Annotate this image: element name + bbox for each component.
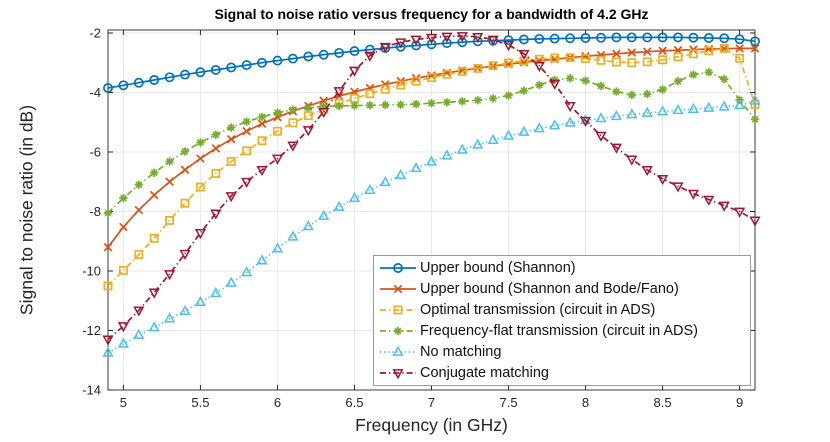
svg-text:-4: -4	[89, 85, 101, 100]
legend-square-icon	[380, 305, 416, 315]
svg-text:7.5: 7.5	[499, 395, 517, 410]
legend-label: Optimal transmission (circuit in ADS)	[420, 302, 656, 319]
series-frequency-flat-transmission-circuit-in-ads	[103, 68, 760, 218]
legend: Upper bound (Shannon) Upper bound (Shanno…	[373, 255, 751, 386]
svg-text:6: 6	[274, 395, 281, 410]
y-axis-label: Signal to noise ratio (in dB)	[16, 104, 37, 316]
svg-text:-6: -6	[89, 144, 101, 159]
legend-label: No matching	[420, 343, 502, 360]
svg-text:8.5: 8.5	[654, 395, 672, 410]
legend-item-upper-bound-shannon-and-bode-fano: Upper bound (Shannon and Bode/Fano)	[378, 279, 750, 299]
tick-marks	[108, 30, 755, 391]
chart-title: Signal to noise ratio versus frequency f…	[214, 6, 649, 22]
legend-triangle-down-icon	[380, 368, 416, 379]
series-upper-bound-shannon-and-bode-fano	[103, 44, 760, 252]
svg-text:7: 7	[428, 395, 435, 410]
legend-circle-icon	[380, 263, 416, 274]
svg-text:-10: -10	[82, 263, 101, 278]
svg-text:5: 5	[120, 395, 127, 410]
legend-label: Conjugate matching	[420, 364, 549, 381]
x-axis-label: Frequency (in GHz)	[355, 415, 508, 435]
svg-text:9: 9	[736, 395, 743, 410]
legend-asterisk-icon	[380, 326, 416, 336]
svg-text:-12: -12	[82, 323, 101, 338]
svg-text:5.5: 5.5	[191, 395, 209, 410]
legend-item-no-matching: No matching	[378, 342, 750, 362]
series-upper-bound-shannon	[103, 32, 760, 93]
y-tick-labels: -2 -4 -6 -8 -10 -12 -14	[82, 25, 101, 397]
series-no-matching	[102, 94, 761, 357]
legend-triangle-up-icon	[380, 345, 416, 356]
svg-text:-14: -14	[82, 383, 101, 398]
x-tick-labels: 5 5.5 6 6.5 7 7.5 8 8.5 9	[120, 395, 743, 410]
svg-text:-2: -2	[89, 25, 101, 40]
svg-text:8: 8	[582, 395, 589, 410]
legend-item-conjugate-matching: Conjugate matching	[378, 363, 750, 383]
legend-item-optimal-transmission-circuit-in-ads: Optimal transmission (circuit in ADS)	[378, 300, 750, 320]
legend-item-upper-bound-shannon: Upper bound (Shannon)	[378, 258, 750, 278]
series-conjugate-matching	[102, 32, 761, 346]
series-optimal-transmission-circuit-in-ads	[103, 43, 760, 291]
legend-item-frequency-flat-transmission-circuit-in-ads: Frequency-flat transmission (circuit in …	[378, 321, 750, 341]
legend-label: Upper bound (Shannon)	[420, 260, 576, 277]
legend-x-icon	[380, 284, 416, 294]
svg-text:6.5: 6.5	[345, 395, 363, 410]
legend-label: Frequency-flat transmission (circuit in …	[420, 322, 698, 339]
svg-text:-8: -8	[89, 204, 101, 219]
legend-label: Upper bound (Shannon and Bode/Fano)	[420, 281, 679, 298]
